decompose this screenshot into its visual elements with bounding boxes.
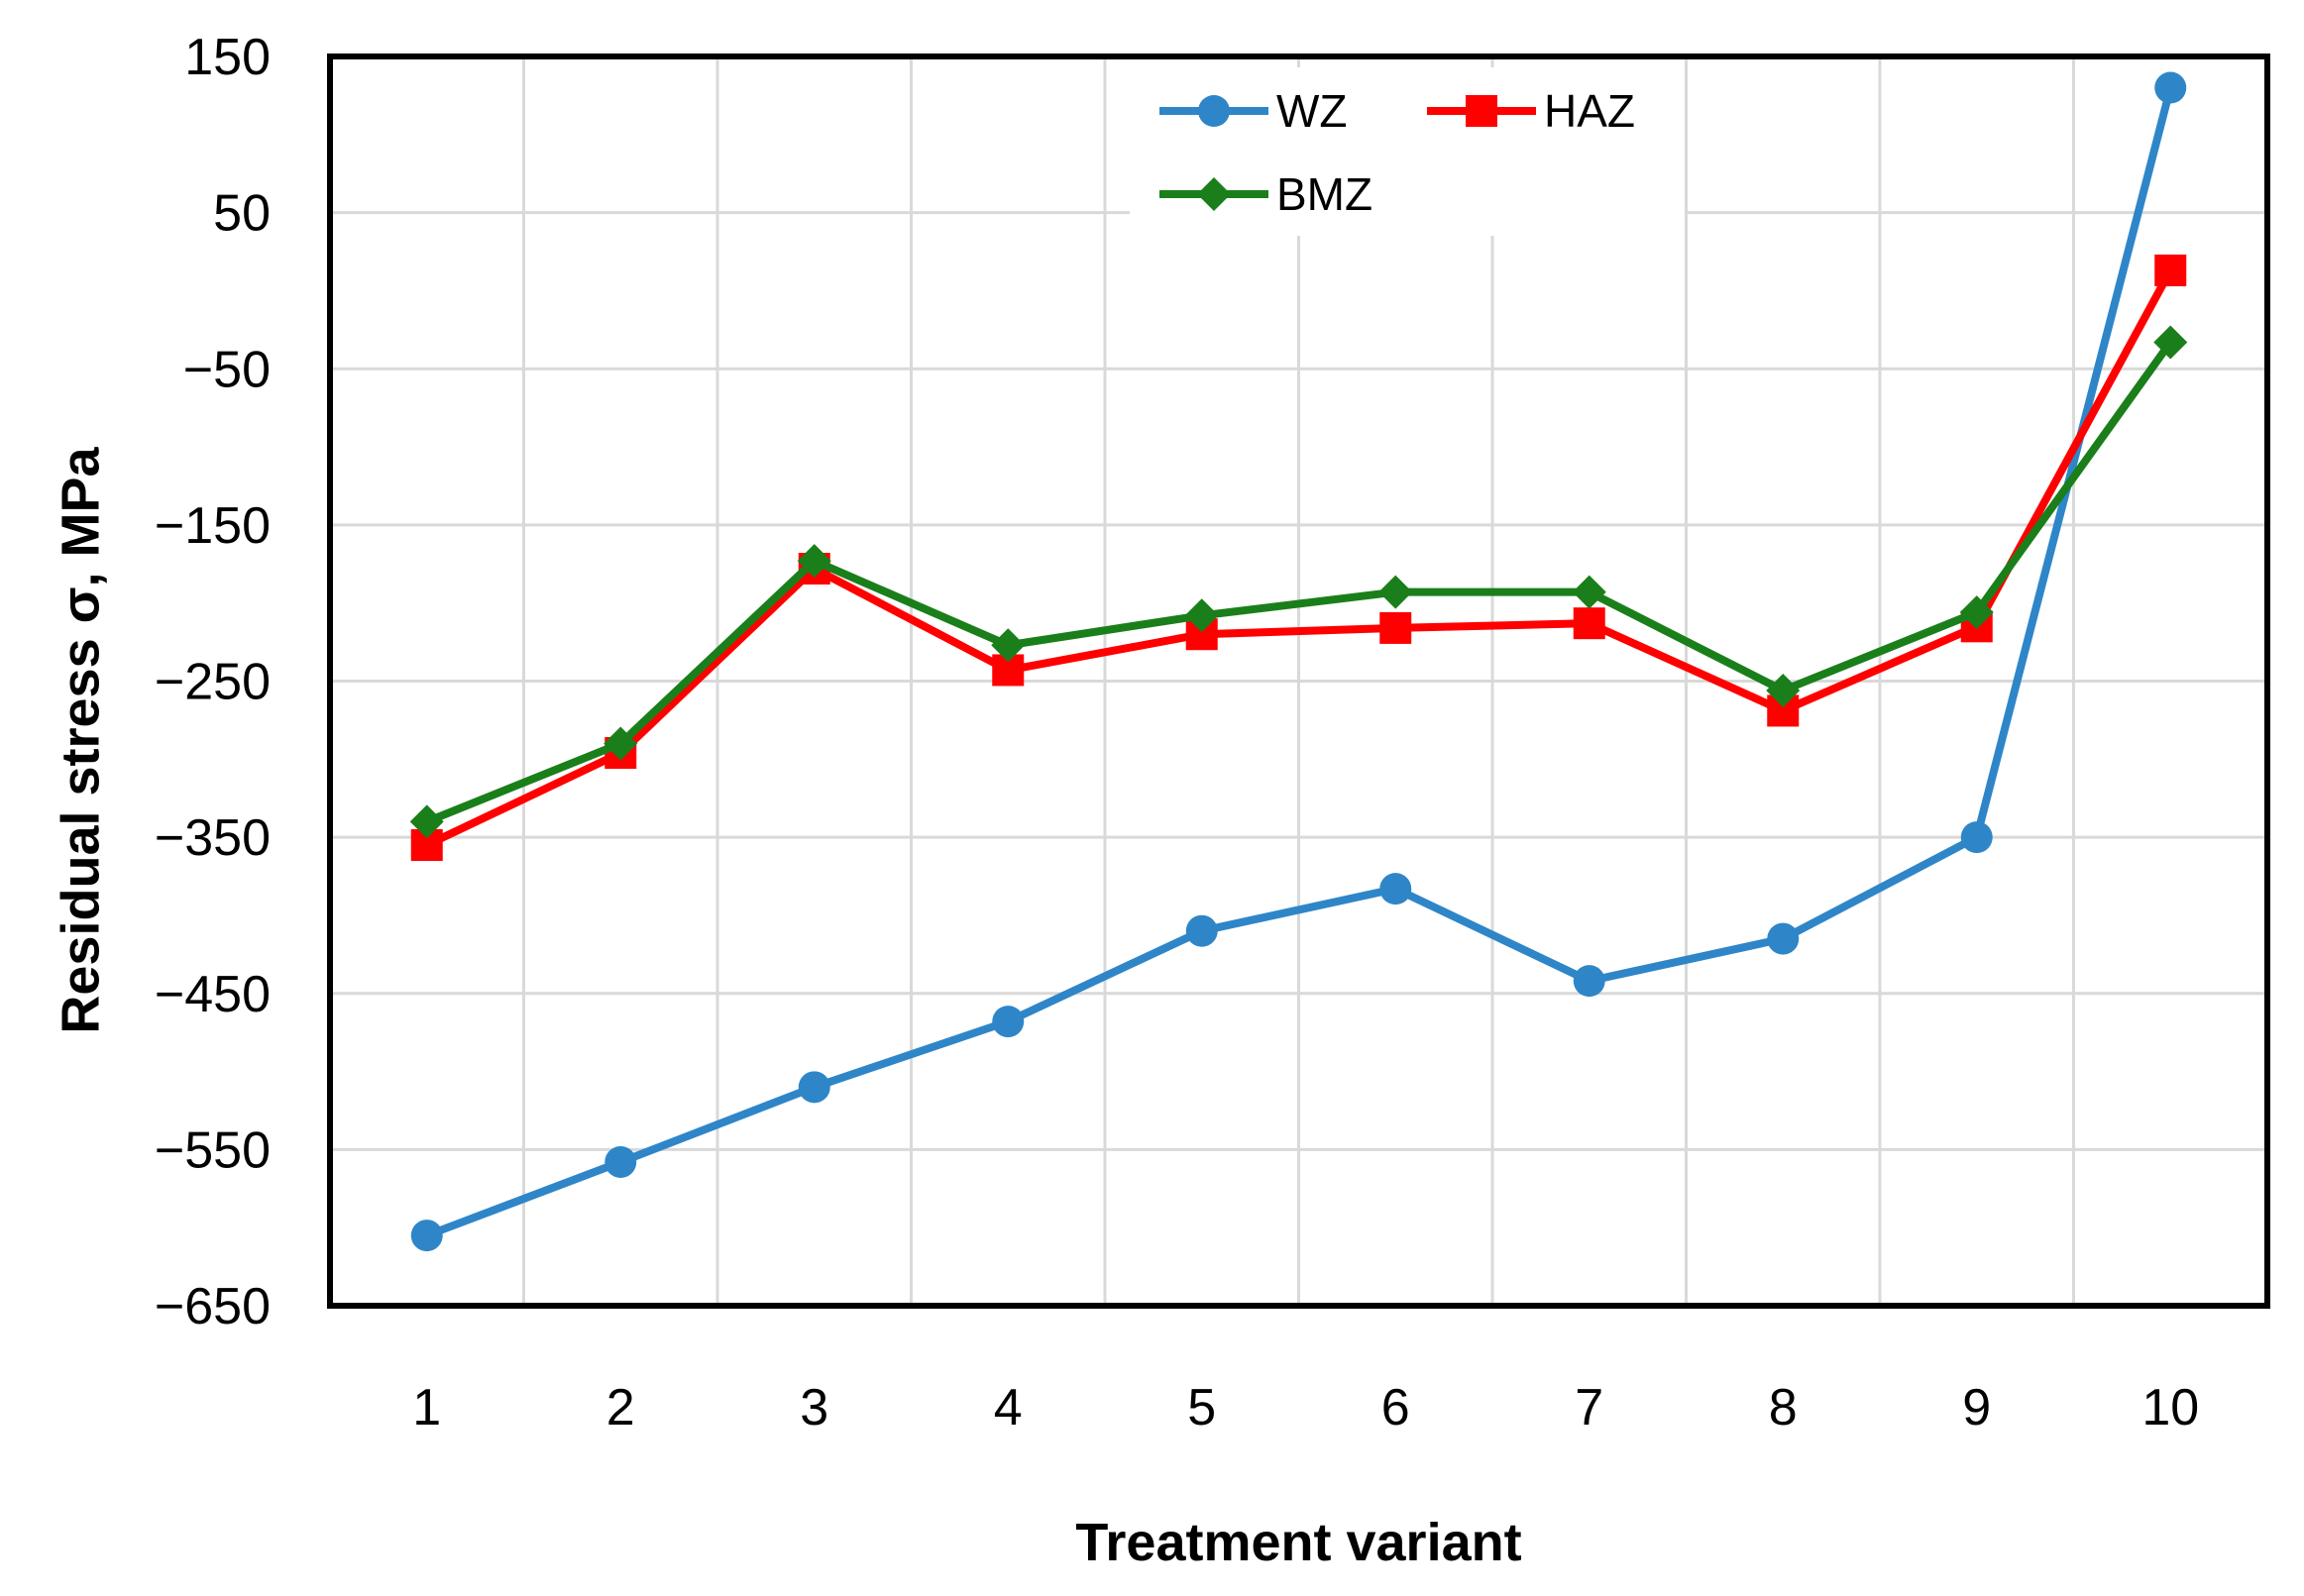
series-line-haz (425, 268, 2174, 849)
data-point-wz (1767, 922, 1800, 955)
y-tick-label: −50 (183, 341, 271, 398)
x-axis-title: Treatment variant (1075, 1513, 1521, 1572)
gridlines (330, 54, 2267, 1308)
data-point-bmz (1959, 595, 1994, 630)
y-tick-label: 50 (213, 185, 271, 243)
x-axis-ticks: 1 2 3 4 5 6 7 8 9 10 (412, 1379, 2199, 1436)
data-point-haz (1573, 607, 1605, 640)
data-point-bmz (2153, 325, 2188, 360)
x-tick-label: 9 (1962, 1379, 1991, 1436)
legend-marker (1198, 95, 1230, 127)
y-tick-label: −650 (155, 1278, 271, 1335)
x-tick-label: 6 (1381, 1379, 1410, 1436)
y-tick-label: 150 (184, 29, 271, 86)
y-axis-ticks: 150 50 −50 −150 −250 −350 −450 −550 −650 (155, 29, 271, 1335)
x-tick-label: 3 (800, 1379, 828, 1436)
legend-box (1130, 67, 1685, 236)
data-point-bmz (991, 628, 1026, 663)
data-point-bmz (1378, 575, 1413, 609)
data-point-wz (410, 1220, 443, 1252)
legend-item-wz: WZ (1159, 85, 1348, 137)
legend-item-haz: HAZ (1427, 85, 1635, 137)
legend-marker (1466, 95, 1497, 127)
series-wz (410, 71, 2187, 1252)
data-point-bmz (1766, 673, 1801, 707)
x-tick-label: 8 (1769, 1379, 1798, 1436)
data-point-bmz (603, 726, 638, 761)
plot-frame (327, 53, 2270, 1309)
y-axis-title: Residual stress σ, MPa (51, 446, 110, 1033)
series-bmz (409, 325, 2188, 839)
legend-label: WZ (1276, 85, 1348, 137)
data-point-wz (1185, 914, 1218, 947)
data-point-haz (1379, 611, 1412, 644)
data-point-wz (1573, 965, 1605, 998)
data-point-haz (2154, 254, 2187, 286)
x-tick-label: 1 (412, 1379, 441, 1436)
x-tick-label: 7 (1575, 1379, 1603, 1436)
data-point-bmz (797, 544, 831, 579)
y-tick-label: −450 (155, 966, 271, 1023)
data-point-wz (1379, 873, 1412, 905)
y-tick-label: −350 (155, 809, 271, 867)
legend-marker (1197, 177, 1231, 211)
x-tick-label: 5 (1187, 1379, 1216, 1436)
series-layer (409, 71, 2188, 1252)
data-point-bmz (1184, 598, 1219, 633)
data-point-bmz (409, 804, 444, 839)
data-point-wz (2154, 71, 2187, 104)
y-tick-label: −150 (155, 497, 271, 555)
data-point-wz (1960, 821, 1993, 854)
series-line-bmz (425, 340, 2174, 826)
legend-label: BMZ (1276, 168, 1372, 220)
y-tick-label: −550 (155, 1121, 271, 1179)
legend: WZ HAZ BMZ (1130, 67, 1685, 236)
x-tick-label: 10 (2141, 1379, 2199, 1436)
data-point-wz (604, 1145, 637, 1178)
legend-item-bmz: BMZ (1159, 168, 1372, 220)
data-point-bmz (1572, 575, 1606, 609)
x-tick-label: 2 (606, 1379, 635, 1436)
y-tick-label: −250 (155, 654, 271, 711)
data-point-wz (992, 1006, 1025, 1038)
series-line-wz (425, 86, 2175, 1239)
legend-label: HAZ (1544, 85, 1635, 137)
x-tick-label: 4 (994, 1379, 1023, 1436)
data-point-wz (798, 1071, 830, 1104)
